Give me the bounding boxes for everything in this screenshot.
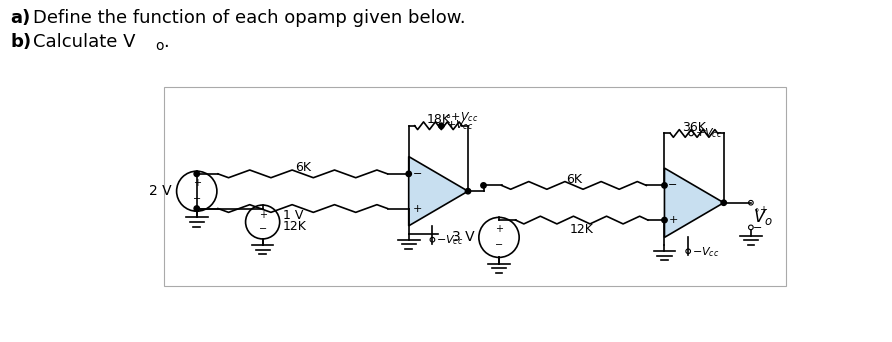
- Text: +: +: [413, 203, 422, 213]
- Text: −: −: [753, 223, 763, 233]
- Circle shape: [481, 183, 486, 188]
- Text: −: −: [193, 194, 201, 204]
- Text: Calculate V: Calculate V: [33, 33, 136, 51]
- Text: 12K: 12K: [570, 223, 594, 236]
- Text: +$V_{cc}$: +$V_{cc}$: [446, 118, 474, 132]
- Text: 6K: 6K: [566, 173, 582, 186]
- Circle shape: [406, 171, 411, 176]
- Text: +: +: [193, 178, 201, 188]
- Text: 18K: 18K: [426, 113, 450, 126]
- Text: +: +: [495, 224, 503, 234]
- Text: −: −: [495, 240, 503, 250]
- Text: b): b): [10, 33, 31, 51]
- Polygon shape: [409, 157, 468, 226]
- Polygon shape: [665, 168, 723, 237]
- Text: +: +: [668, 215, 678, 225]
- Text: 2 V: 2 V: [149, 184, 172, 198]
- Text: .: .: [163, 33, 169, 51]
- Text: 36K: 36K: [682, 121, 706, 134]
- Text: −$V_{cc}$: −$V_{cc}$: [436, 234, 464, 247]
- Text: Define the function of each opamp given below.: Define the function of each opamp given …: [33, 9, 466, 27]
- Circle shape: [439, 123, 444, 129]
- Text: −: −: [668, 181, 678, 190]
- Text: o: o: [155, 39, 163, 53]
- Text: $V_o$: $V_o$: [753, 207, 773, 227]
- Text: $\circ$+: $\circ$+: [753, 204, 768, 215]
- Circle shape: [466, 188, 471, 194]
- Circle shape: [721, 200, 726, 206]
- Circle shape: [662, 183, 667, 188]
- Text: +: +: [259, 210, 267, 220]
- Bar: [164, 87, 786, 286]
- Circle shape: [662, 218, 667, 223]
- Text: 12K: 12K: [283, 220, 307, 233]
- Text: 1 V: 1 V: [283, 209, 303, 222]
- Text: $\circ$+$V_{cc}$: $\circ$+$V_{cc}$: [444, 110, 479, 124]
- Text: −: −: [259, 224, 267, 234]
- Text: +$V_{cc}$: +$V_{cc}$: [695, 126, 723, 140]
- Text: 6K: 6K: [294, 161, 310, 174]
- Circle shape: [194, 171, 200, 176]
- Text: a): a): [10, 9, 30, 27]
- Text: −: −: [413, 169, 422, 179]
- Text: −$V_{cc}$: −$V_{cc}$: [692, 245, 720, 259]
- Circle shape: [194, 206, 200, 211]
- Text: 3 V: 3 V: [451, 231, 475, 245]
